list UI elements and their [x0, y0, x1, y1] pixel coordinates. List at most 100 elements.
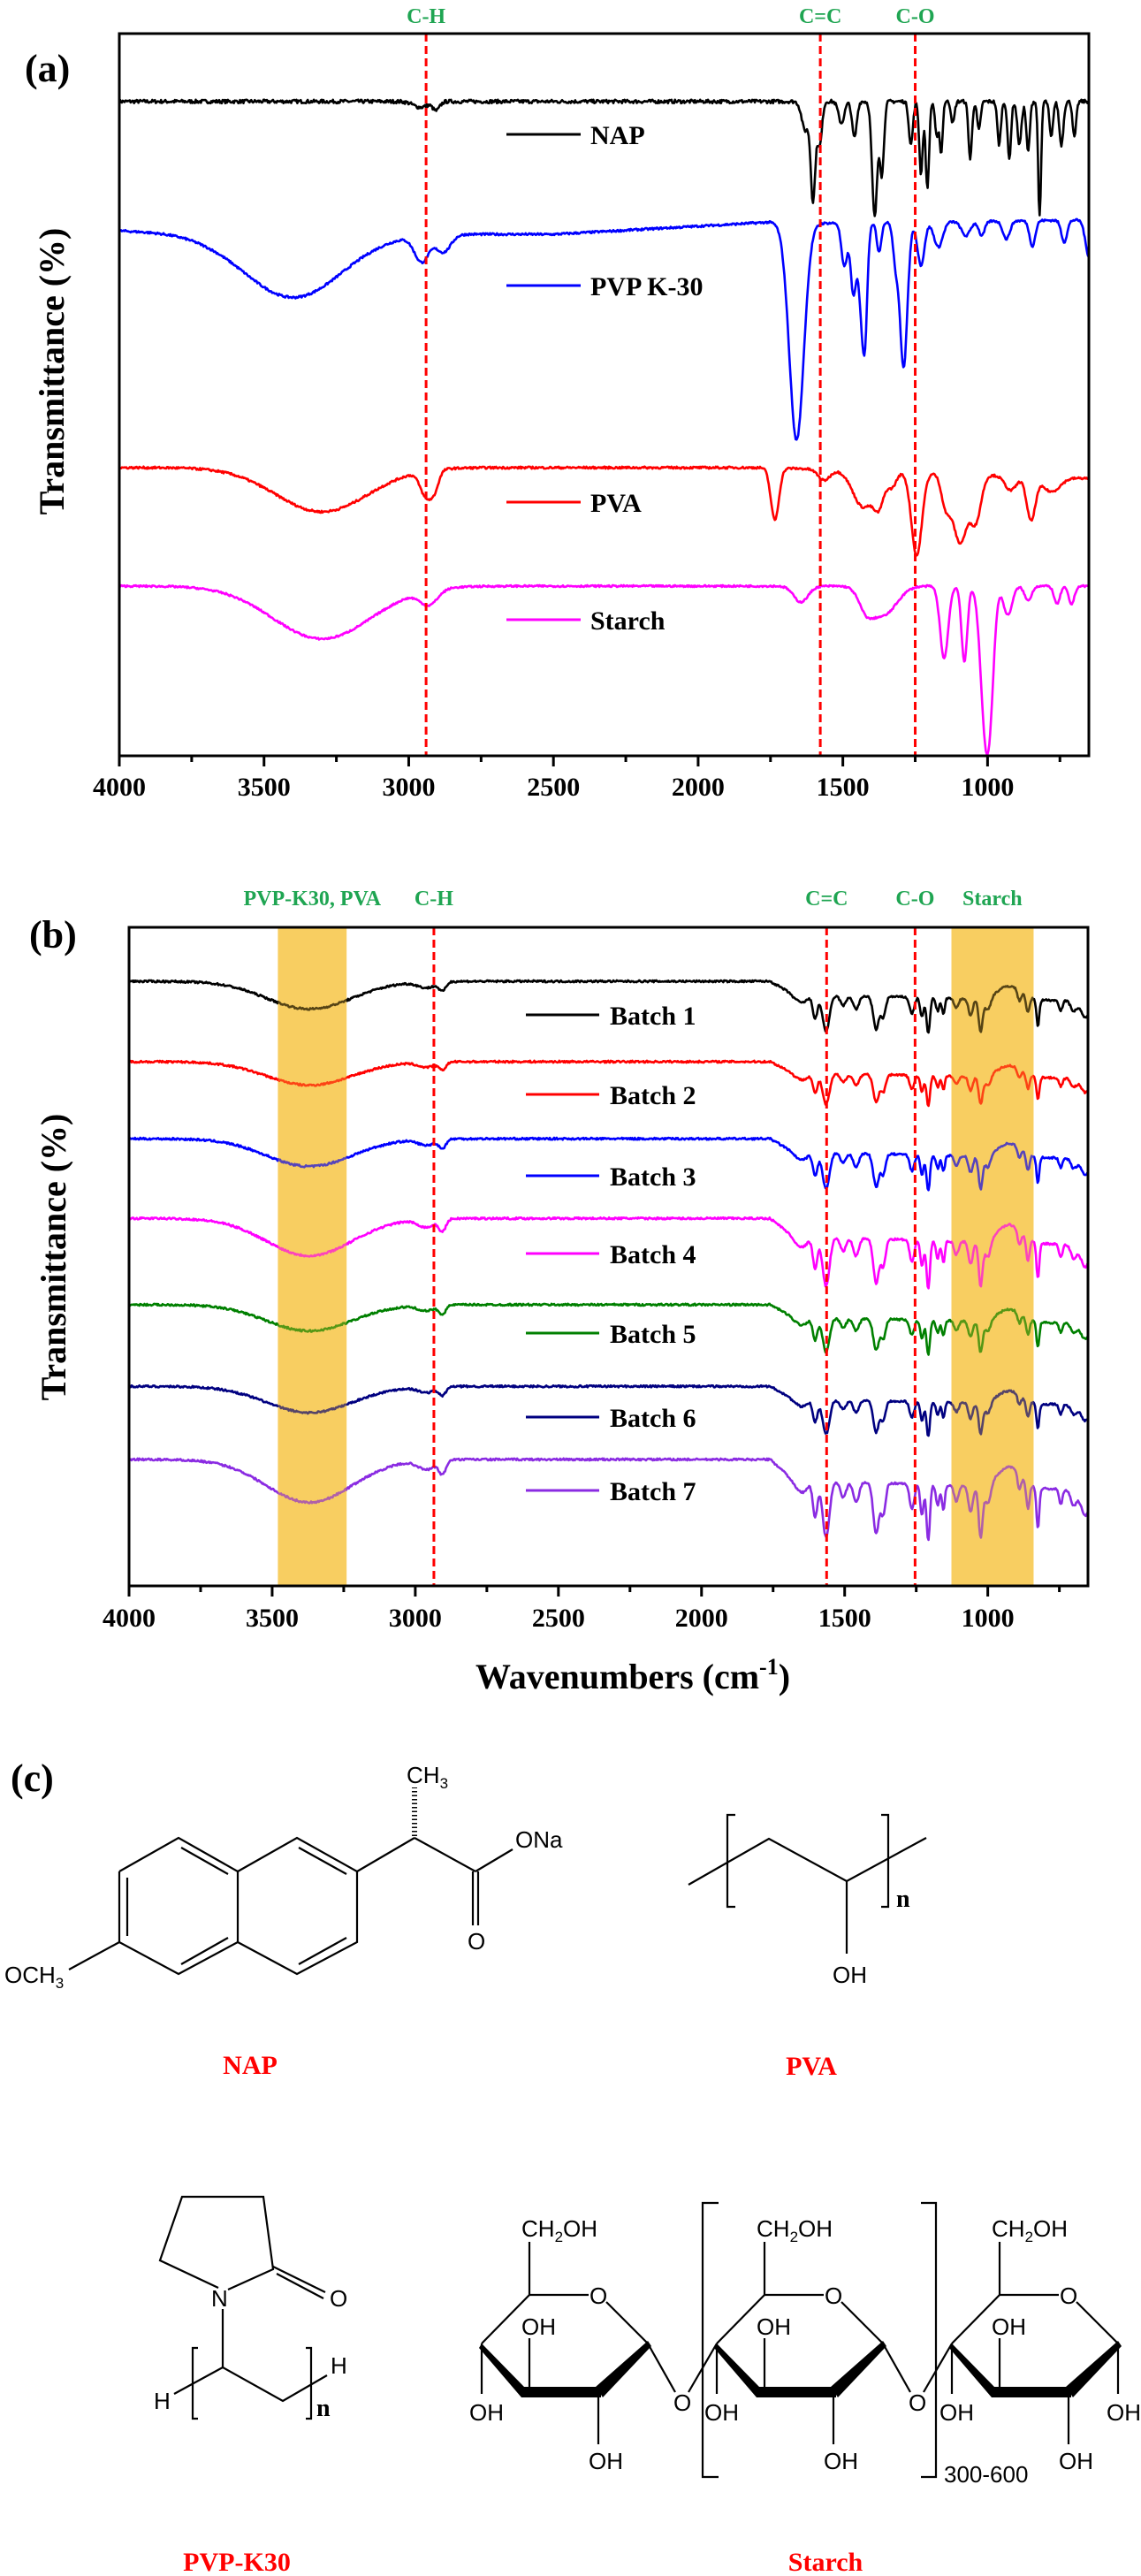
starch-oh-label: OH: [521, 2313, 556, 2340]
nap-double-bond: [180, 1847, 229, 1875]
annotation-label: C=C: [805, 888, 848, 911]
nap-name-label: NAP: [223, 2051, 278, 2080]
highlight-band-starch: [951, 927, 1034, 1586]
nap-right-ring: [237, 1836, 359, 1976]
starch-oh-label: OH: [589, 2448, 623, 2474]
nap-double-bond: [298, 1847, 347, 1875]
starch-ring-o-label: O: [590, 2283, 607, 2309]
pvp-carbonyl-bond: [276, 2273, 324, 2299]
nap-ona-label: ONa: [515, 1826, 563, 1853]
x-tick-label: 2000: [672, 773, 725, 802]
starch-ch2oh-label: CH2OH: [757, 2215, 833, 2245]
legend-label: Batch 1: [610, 1002, 696, 1031]
highlight-band-overlay: [951, 927, 1034, 1586]
x-tick-label: 3000: [389, 1604, 442, 1633]
x-tick-label: 2000: [675, 1604, 728, 1633]
starch-glycosidic-o-label: O: [909, 2389, 926, 2416]
series-line-batch-4: [127, 1216, 1089, 1290]
annotation-label: C=C: [799, 5, 841, 28]
nap-bond: [414, 1837, 476, 1872]
x-tick-label: 4000: [103, 1604, 156, 1633]
pvp-n-subscript: n: [316, 2395, 331, 2422]
nap-bond: [356, 1837, 415, 1872]
annotation-label: C-H: [407, 5, 445, 28]
starch-left-bracket: [701, 2201, 719, 2479]
starch-ch2oh-label: CH2OH: [992, 2215, 1068, 2245]
panel-label-b: (b): [29, 913, 77, 956]
pvp-pyrrolidone-ring: [158, 2195, 275, 2291]
x-tick-label: 4000: [93, 773, 146, 802]
structure-pva: n OH PVA: [688, 1813, 927, 2081]
panel-c-chemical-structures: (c) CH3 ONa O OCH3 NAP: [4, 1757, 1141, 2576]
panel-a-x-axis: 4000 3500 3000 2500 2000 1500 1000: [93, 756, 1061, 802]
pvp-right-bracket: [306, 2346, 313, 2420]
annotation-label: C-H: [415, 888, 453, 911]
starch-oh-label: OH: [469, 2399, 504, 2426]
highlight-band-overlay: [278, 927, 347, 1586]
panel-label-a: (a): [25, 47, 70, 90]
x-tick-label: 1000: [961, 773, 1014, 802]
starch-oh-label: OH: [1107, 2399, 1141, 2426]
annotation-label: C-O: [895, 888, 934, 911]
x-tick-label: 3000: [382, 773, 435, 802]
pvp-h-right-label: H: [331, 2352, 347, 2379]
starch-glucose-units: CH2OH O OH OH OH O CH2OH O OH OH OH O CH2OH O OH OH OH OH: [469, 2215, 1141, 2474]
panel-b-x-axis: 4000 3500 3000 2500 2000 1500 1000: [103, 1586, 1061, 1633]
legend-label: Batch 3: [610, 1162, 696, 1192]
series-line-batch-1: [128, 979, 1089, 1034]
panel-a-legend: NAP PVP K-30 PVA Starch: [506, 121, 704, 636]
x-axis-title-superscript: -1: [759, 1654, 779, 1680]
panel-b-plot-frame: [127, 926, 1090, 1588]
panel-b-legend: Batch 1 Batch 2 Batch 3 Batch 4 Batch 5 Batch…: [526, 1002, 696, 1506]
series-line-pva: [118, 465, 1090, 557]
panel-b-ftir-batches: (b) 4000 3500 3000 2500 2000 1500 1000 Transmi…: [29, 888, 1090, 1696]
annotation-label: C-O: [896, 5, 935, 28]
pvp-left-bracket: [191, 2346, 198, 2420]
legend-label: PVP K-30: [590, 272, 704, 301]
starch-glucose-unit: CH2OH O OH OH OH O: [469, 2215, 718, 2474]
nap-naphthalene-rings: [118, 1836, 359, 1976]
x-tick-label: 2500: [527, 773, 580, 802]
legend-label: Batch 5: [610, 1320, 696, 1349]
legend-label: Batch 4: [610, 1240, 696, 1269]
panel-b-annotations: PVP-K30, PVA C-H C=C C-O Starch: [244, 888, 1023, 911]
nap-left-ring: [118, 1836, 240, 1976]
panel-a-plot-frame: [118, 32, 1091, 758]
series-line-nap: [118, 98, 1090, 217]
starch-right-bracket: [921, 2201, 938, 2479]
x-tick-label: 1500: [817, 773, 870, 802]
legend-label: Batch 2: [610, 1081, 696, 1110]
series-line-starch: [118, 583, 1089, 756]
starch-glucose-unit: CH2OH O OH OH OH OH: [939, 2215, 1141, 2474]
starch-oh-label: OH: [704, 2399, 739, 2426]
panel-a-annotations: C-H C=C C-O: [407, 5, 934, 28]
series-line-batch-2: [128, 1059, 1089, 1108]
legend-label: Starch: [590, 606, 666, 636]
nap-double-bond: [180, 1937, 229, 1965]
x-axis-title-end: ): [779, 1657, 790, 1696]
panel-label-c: (c): [11, 1757, 54, 1800]
legend-label: Batch 6: [610, 1404, 696, 1433]
legend-label: Batch 7: [610, 1477, 696, 1506]
nap-bond: [68, 1941, 120, 1970]
nap-ch3-label: CH3: [407, 1762, 448, 1792]
structure-pvp-k30: N O H H n PVP-K30: [154, 2195, 347, 2576]
starch-repeat-label: 300-600: [944, 2461, 1028, 2488]
pva-backbone: [688, 1837, 927, 1886]
pva-n-subscript: n: [896, 1886, 910, 1913]
starch-oh-label: OH: [939, 2399, 974, 2426]
pvp-n-atom-label: N: [211, 2285, 228, 2312]
pva-right-bracket: [881, 1813, 890, 1909]
x-tick-label: 3500: [246, 1604, 299, 1633]
starch-glucose-unit: CH2OH O OH OH OH O: [704, 2215, 953, 2474]
panel-a-y-axis-title: Transmittance (%): [32, 228, 72, 515]
series-line-batch-7: [128, 1457, 1089, 1542]
annotation-label: Starch: [962, 888, 1023, 911]
panel-a-plot-area: [118, 34, 1090, 756]
nap-o-label: O: [468, 1928, 485, 1955]
series-line-batch-6: [128, 1383, 1089, 1437]
nap-bond: [475, 1848, 513, 1872]
panel-a-ftir-raw-materials: (a) 4000 3500 3000 2500 2000 1500 1000 Transmi…: [25, 5, 1091, 802]
starch-glycosidic-o-label: O: [673, 2389, 691, 2416]
